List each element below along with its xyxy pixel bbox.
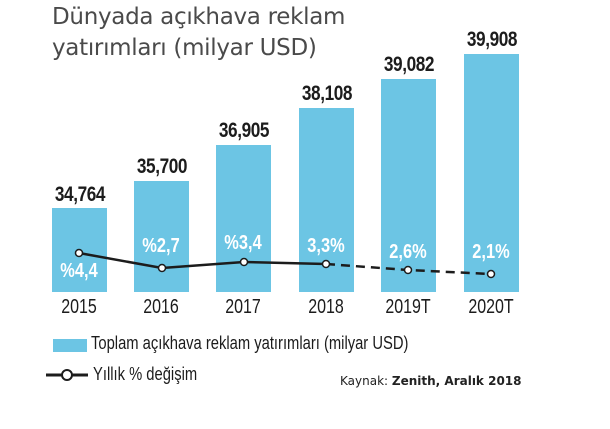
chart-title: Dünyada açıkhava reklam yatırımları (mil… bbox=[52, 2, 345, 64]
line-point-2017 bbox=[239, 257, 249, 267]
line-point-2019t bbox=[403, 265, 413, 275]
value-label-2020t: 39,908 bbox=[466, 28, 518, 51]
bar-2020t bbox=[464, 54, 519, 292]
bar-2017 bbox=[216, 145, 271, 292]
bar-2016 bbox=[134, 181, 189, 292]
chart-title-line2: yatırımları (milyar USD) bbox=[52, 35, 317, 61]
x-label-2015: 2015 bbox=[61, 296, 97, 318]
pct-label-2017: %3,4 bbox=[224, 232, 262, 254]
pct-label-2019t: 2,6% bbox=[389, 241, 427, 263]
legend-bar-swatch bbox=[53, 339, 87, 352]
value-label-2019t: 39,082 bbox=[383, 53, 435, 76]
line-point-2015 bbox=[74, 248, 84, 258]
pct-label-2018: 3,3% bbox=[307, 235, 345, 257]
pct-label-2015: %4,4 bbox=[60, 260, 98, 282]
value-label-2017: 36,905 bbox=[218, 119, 270, 142]
bar-2019t bbox=[381, 79, 436, 292]
line-point-2016 bbox=[157, 263, 167, 273]
pct-label-2020t: 2,1% bbox=[472, 241, 510, 263]
source-prefix: Kaynak: bbox=[340, 374, 392, 388]
value-label-2015: 34,764 bbox=[54, 183, 106, 206]
chart-title-line1: Dünyada açıkhava reklam bbox=[52, 4, 346, 30]
legend-line-label: Yıllık % değişim bbox=[93, 364, 198, 384]
pct-label-2016: %2,7 bbox=[142, 235, 180, 257]
line-point-2020t bbox=[486, 269, 496, 279]
x-label-2018: 2018 bbox=[308, 296, 344, 318]
x-label-2016: 2016 bbox=[143, 296, 179, 318]
source-text: Zenith, Aralık 2018 bbox=[391, 374, 522, 388]
x-label-2020t: 2020T bbox=[468, 296, 514, 318]
value-label-2018: 38,108 bbox=[301, 82, 353, 105]
source-note: Kaynak: Zenith, Aralık 2018 bbox=[340, 374, 522, 388]
x-label-2017: 2017 bbox=[225, 296, 261, 318]
legend-bar-label: Toplam açıkhava reklam yatırımları (mily… bbox=[91, 333, 409, 353]
value-label-2016: 35,700 bbox=[136, 155, 188, 178]
line-point-2018 bbox=[321, 259, 331, 269]
x-label-2019t: 2019T bbox=[385, 296, 431, 318]
